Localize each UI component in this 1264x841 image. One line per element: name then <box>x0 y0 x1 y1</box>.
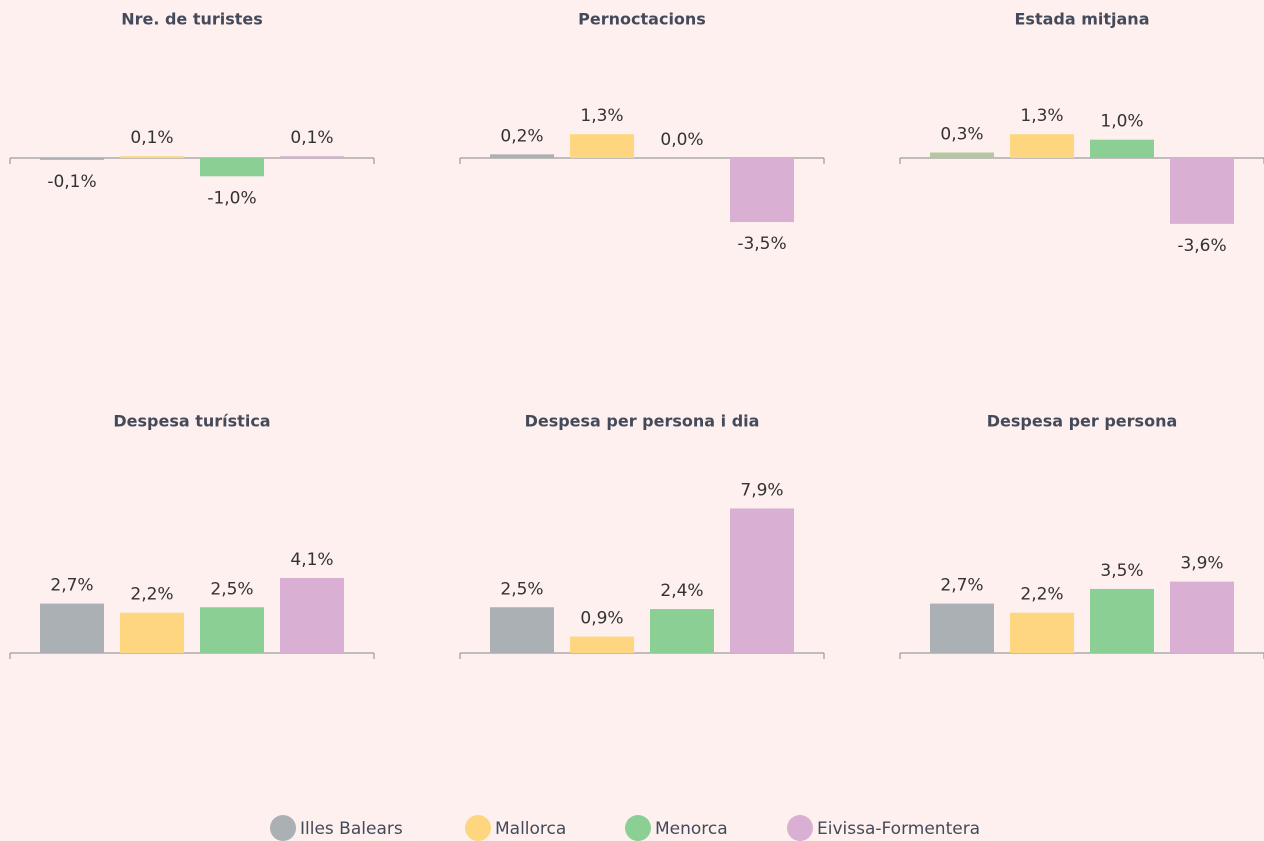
value-label: 0,0% <box>660 130 703 150</box>
value-label: 2,7% <box>940 576 983 596</box>
bar <box>1010 612 1074 653</box>
value-label: 2,7% <box>50 576 93 596</box>
value-label: 2,4% <box>660 581 703 601</box>
bar <box>40 158 104 160</box>
chart-title: Estada mitjana <box>1015 10 1150 29</box>
bar <box>120 612 184 653</box>
value-label: 2,5% <box>210 579 253 599</box>
bar <box>490 154 554 158</box>
bar <box>1170 581 1234 653</box>
value-label: -1,0% <box>207 188 256 208</box>
bar <box>1090 139 1154 158</box>
value-label: 2,2% <box>1020 585 1063 605</box>
bar <box>120 156 184 158</box>
bar <box>730 508 794 653</box>
bar <box>280 577 344 653</box>
legend-label: Eivissa-Formentera <box>817 819 980 839</box>
legend-swatch <box>787 815 813 841</box>
value-label: 3,5% <box>1100 561 1143 581</box>
bar <box>570 636 634 653</box>
bar <box>280 156 344 158</box>
value-label: 2,2% <box>130 585 173 605</box>
value-label: 1,0% <box>1100 112 1143 132</box>
chart-title: Despesa per persona <box>987 412 1178 431</box>
bar <box>930 603 994 653</box>
bar <box>730 158 794 223</box>
bar <box>200 158 264 177</box>
bar <box>570 134 634 158</box>
value-label: 0,9% <box>580 609 623 629</box>
value-label: -0,1% <box>47 172 96 192</box>
bar <box>1090 588 1154 653</box>
bar <box>490 607 554 653</box>
value-label: 1,3% <box>1020 106 1063 126</box>
legend-label: Mallorca <box>495 819 566 839</box>
chart-title: Despesa per persona i dia <box>525 412 760 431</box>
legend-label: Menorca <box>655 819 728 839</box>
legend-swatch <box>625 815 651 841</box>
chart-title: Nre. de turistes <box>121 10 263 29</box>
legend-label: Illes Balears <box>300 819 403 839</box>
value-label: -3,6% <box>1177 236 1226 256</box>
bar <box>1010 134 1074 158</box>
value-label: 0,3% <box>940 125 983 145</box>
bar <box>40 603 104 653</box>
legend-swatch <box>270 815 296 841</box>
bar <box>650 609 714 653</box>
value-label: -3,5% <box>737 234 786 254</box>
bar <box>1170 158 1234 224</box>
bar <box>930 152 994 158</box>
value-label: 0,2% <box>500 126 543 146</box>
value-label: 4,1% <box>290 550 333 570</box>
bar <box>200 607 264 653</box>
value-label: 1,3% <box>580 106 623 126</box>
value-label: 2,5% <box>500 579 543 599</box>
value-label: 7,9% <box>740 480 783 500</box>
value-label: 3,9% <box>1180 554 1223 574</box>
chart-title: Despesa turística <box>113 412 270 431</box>
legend-swatch <box>465 815 491 841</box>
value-label: 0,1% <box>290 128 333 148</box>
value-label: 0,1% <box>130 128 173 148</box>
chart-title: Pernoctacions <box>578 10 706 29</box>
